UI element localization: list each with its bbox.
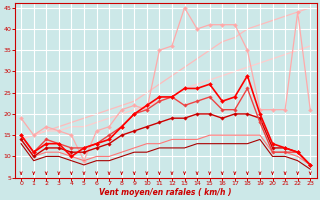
X-axis label: Vent moyen/en rafales ( km/h ): Vent moyen/en rafales ( km/h ) [100, 188, 232, 197]
